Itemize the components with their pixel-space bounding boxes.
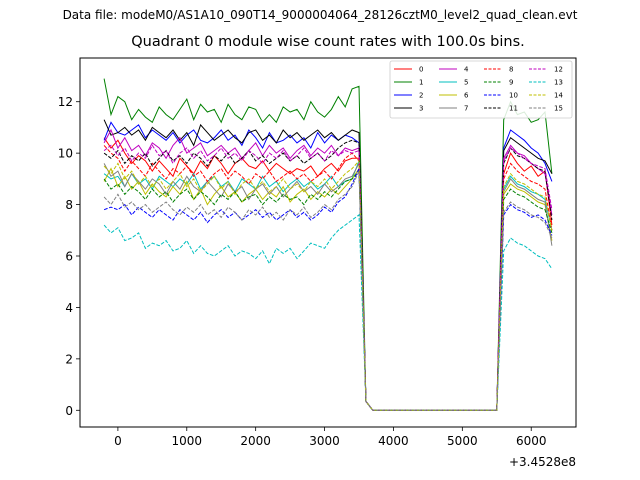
legend-label-7: 7 (464, 105, 468, 113)
series-line-14 (103, 159, 553, 411)
x-tick-label: 1000 (172, 434, 203, 448)
x-tick-label: 3000 (309, 434, 340, 448)
legend-label-3: 3 (419, 105, 423, 113)
y-tick-label: 6 (65, 250, 73, 264)
legend-label-5: 5 (464, 79, 468, 87)
series-line-15 (103, 170, 553, 411)
legend-label-14: 14 (554, 92, 563, 100)
series-line-7 (103, 161, 553, 411)
y-tick-label: 0 (65, 404, 73, 418)
x-axis-offset-label: +3.4528e8 (509, 455, 576, 469)
legend-label-10: 10 (509, 92, 518, 100)
series-line-4 (103, 128, 553, 411)
series-line-3 (103, 119, 553, 411)
x-tick-label: 6000 (516, 434, 547, 448)
legend-label-12: 12 (554, 66, 563, 74)
x-tick-label: 0 (114, 434, 122, 448)
x-tick-label: 5000 (447, 434, 478, 448)
figure-suptitle: Data file: modeM0/AS1A10_090T14_90000040… (62, 8, 578, 22)
series-line-5 (103, 160, 553, 411)
chart-title: Quadrant 0 module wise count rates with … (131, 34, 525, 50)
x-tick-label: 2000 (240, 434, 271, 448)
series-line-1 (103, 78, 553, 411)
legend-label-8: 8 (509, 66, 513, 74)
series-line-6 (103, 167, 553, 411)
x-axis: 0 1000 2000 3000 4000 5000 6000 (114, 427, 546, 448)
series-line-13 (103, 213, 553, 411)
y-tick-label: 2 (65, 352, 73, 366)
legend-label-2: 2 (419, 92, 423, 100)
series-line-0 (103, 137, 553, 411)
y-axis: 0 2 4 6 8 10 12 (58, 95, 80, 418)
legend-label-9: 9 (509, 79, 513, 87)
series-line-10 (103, 168, 553, 411)
y-tick-label: 12 (58, 95, 73, 109)
series-line-12 (103, 144, 553, 411)
legend-label-6: 6 (464, 92, 469, 100)
legend-box (389, 60, 573, 119)
x-tick-label: 4000 (378, 434, 409, 448)
legend-label-0: 0 (419, 66, 423, 74)
y-tick-label: 8 (65, 198, 73, 212)
plot-frame (79, 57, 577, 428)
series-line-9 (103, 169, 553, 411)
legend-label-13: 13 (554, 79, 563, 87)
legend-label-4: 4 (464, 66, 469, 74)
y-tick-label: 4 (65, 301, 73, 315)
legend-label-1: 1 (419, 79, 423, 87)
legend-label-15: 15 (554, 105, 563, 113)
series-lines (103, 78, 553, 411)
y-tick-label: 10 (58, 147, 73, 161)
legend-label-11: 11 (509, 105, 518, 113)
